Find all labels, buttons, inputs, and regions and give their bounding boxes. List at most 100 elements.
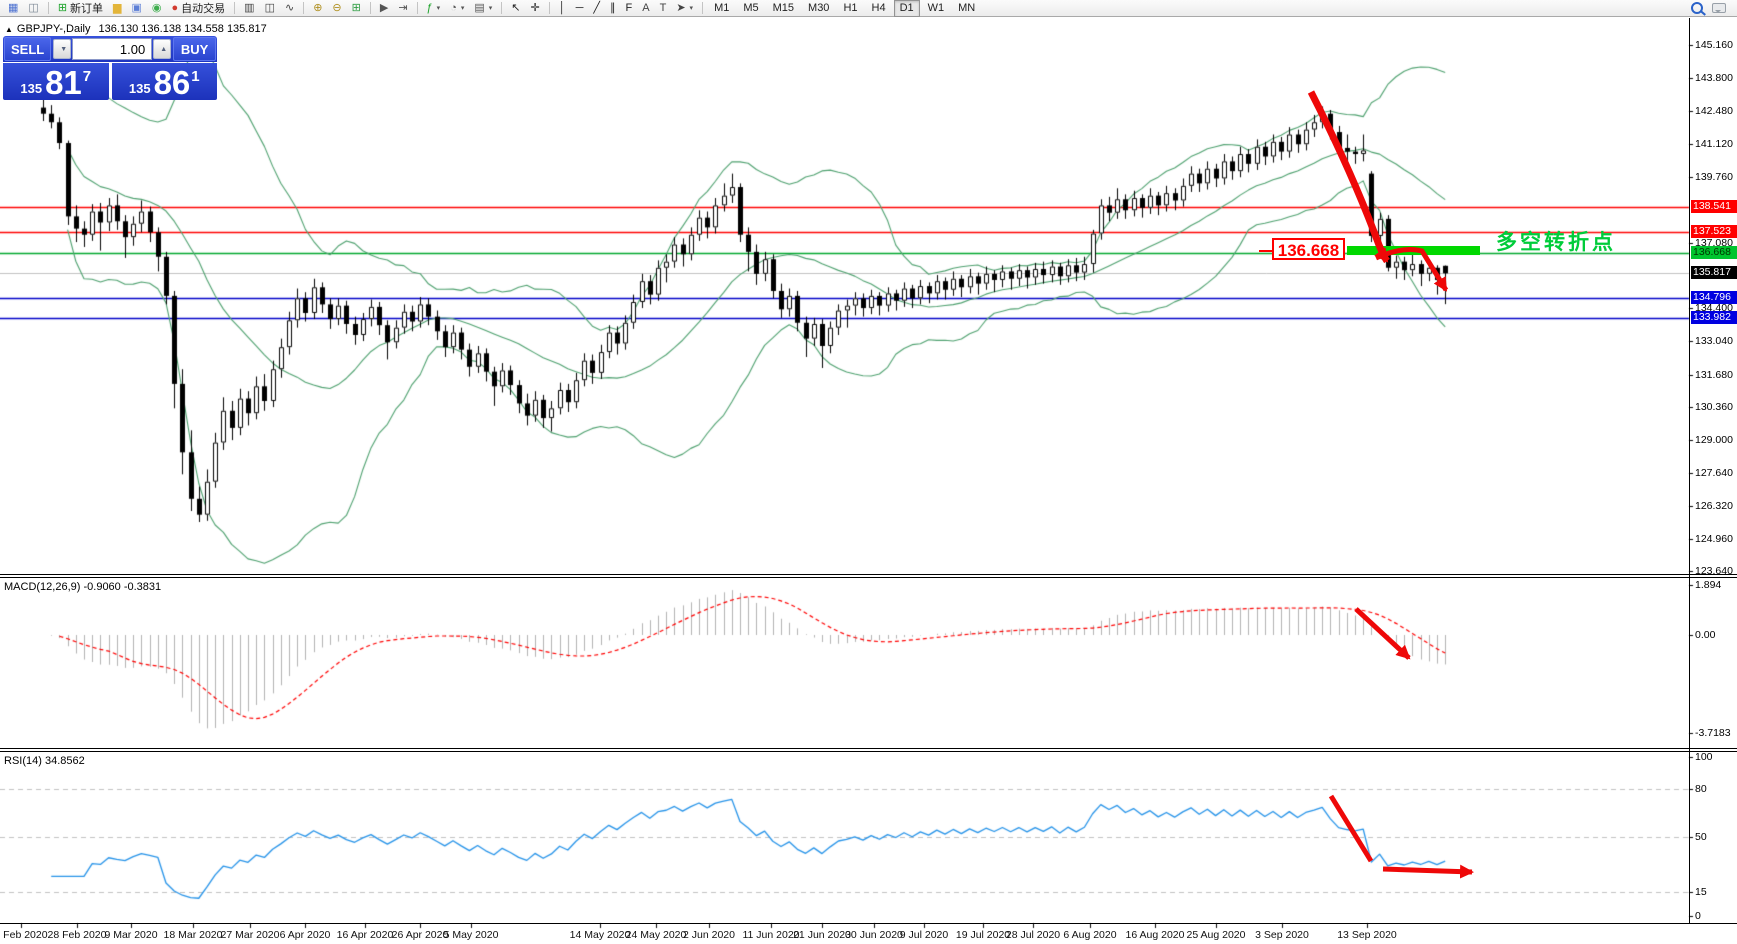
chart-profiles-icon[interactable]: ◫	[24, 0, 42, 17]
date-axis-label: 11 Jun 2020	[742, 929, 800, 941]
horizontal-line-icon[interactable]: ─	[572, 0, 588, 17]
date-axis-label: 2 Jun 2020	[683, 929, 735, 941]
gold-history-icon[interactable]: ▆	[109, 0, 125, 17]
search-icon[interactable]	[1691, 2, 1703, 14]
timeframe-button-d1[interactable]: D1	[893, 0, 920, 17]
cursor-icon[interactable]: ↖	[507, 0, 524, 17]
timeframe-button-m30[interactable]: M30	[808, 2, 830, 14]
new-order-icon: ⊞	[57, 1, 68, 14]
new-chart-icon[interactable]: ▦	[4, 0, 22, 17]
date-axis-label: 9 Jul 2020	[899, 929, 949, 941]
price-tick-label: 126.320	[1695, 499, 1733, 512]
timeframe-button-h1[interactable]: H1	[843, 2, 858, 14]
timeframe-button-m15[interactable]: M15	[772, 2, 795, 14]
chart-shift-icon[interactable]: ⇥	[394, 0, 411, 17]
add-indicator-button[interactable]: ƒ ▾	[423, 0, 445, 17]
fibonacci-icon[interactable]: F	[622, 0, 637, 17]
rsi-tick-label: 50	[1695, 830, 1707, 843]
text-icon[interactable]: A	[638, 0, 653, 17]
pane-separator[interactable]	[0, 751, 1737, 752]
volume-decrease-button[interactable]: ▼	[53, 39, 72, 59]
tile-windows-icon[interactable]: ⊞	[348, 0, 365, 17]
date-axis-label: 6 Aug 2020	[1063, 929, 1117, 941]
buy-price-pips: 86	[153, 63, 191, 101]
volume-increase-button[interactable]: ▲	[153, 39, 172, 59]
pane-separator[interactable]	[0, 577, 1737, 578]
vertical-line-icon[interactable]: │	[555, 0, 570, 17]
date-axis-label: 24 May 2020	[625, 929, 687, 941]
price-tick-label: 143.800	[1695, 72, 1733, 85]
line-chart-mode-icon: ∿	[284, 1, 295, 14]
date-axis-label: 19 Jul 2020	[955, 929, 1011, 941]
bar-chart-mode-icon[interactable]: ▥	[240, 0, 258, 17]
zoom-in-icon[interactable]: ⊕	[309, 0, 326, 17]
turning-point-bar[interactable]	[1347, 246, 1480, 255]
auto-scroll-icon: ▶	[379, 1, 389, 14]
chart-shift-icon: ⇥	[398, 1, 408, 14]
price-tick-label: 130.360	[1695, 400, 1733, 413]
fibonacci-icon: F	[625, 1, 633, 14]
timeframe-button-w1[interactable]: W1	[927, 2, 945, 14]
arrows-objects-button[interactable]: ➤ ▾	[672, 0, 697, 17]
buy-price[interactable]: 135 86 1	[111, 63, 217, 101]
sell-button[interactable]: SELL	[4, 37, 52, 61]
turning-point-label[interactable]: 多空转折点	[1496, 231, 1616, 254]
buy-button[interactable]: BUY	[173, 37, 216, 61]
new-order-button[interactable]: ⊞ 新订单	[54, 0, 107, 17]
toolbar-button-label: 自动交易	[181, 3, 226, 15]
macd-label: MACD(12,26,9)	[4, 581, 81, 593]
chevron-down-icon: ▾	[689, 5, 694, 12]
date-axis-label: 3 Sep 2020	[1255, 929, 1309, 941]
zoom-out-icon[interactable]: ⊖	[328, 0, 345, 17]
text-label-icon[interactable]: T	[656, 0, 671, 17]
price-tick-label: 133.040	[1695, 335, 1733, 348]
chevron-down-icon: ▾	[488, 5, 493, 12]
trendline-icon[interactable]: ╱	[589, 0, 604, 17]
buy-price-big-figure: 135	[128, 80, 151, 96]
price-tick-label: 124.960	[1695, 532, 1733, 545]
zoom-in-icon: ⊕	[313, 1, 323, 14]
signals-icon: ◉	[151, 1, 162, 14]
quote-panel-collapse-icon[interactable]: ▲	[5, 25, 13, 34]
volume-input[interactable]	[72, 38, 153, 60]
chevron-down-icon: ▾	[436, 5, 441, 12]
candlestick-mode-icon[interactable]: ◫	[261, 0, 279, 17]
time-axis-line	[0, 923, 1737, 924]
date-axis-label: 28 Feb 2020	[47, 929, 107, 941]
price-annotation-box[interactable]: 136.668	[1272, 238, 1345, 260]
date-axis-label: 27 Mar 2020	[220, 929, 280, 941]
toolbar: ▦ ◫ ⊞ 新订单 ▆ ▣ ◉ ● 自动交易 ▥ ◫ ∿ ⊕ ⊖ ⊞ ▶ ⇥ ƒ ▾ ◔ ▾ ▤ ▾ ↖ ✛ │ ─ ╱ ∥ F A T ➤ ▾ …	[0, 0, 1737, 17]
text-label-icon: T	[659, 1, 667, 14]
price-axis-line	[1689, 18, 1690, 923]
crosshair-icon[interactable]: ✛	[527, 0, 544, 17]
timeframe-button-m1[interactable]: M1	[714, 2, 730, 14]
pane-separator[interactable]	[0, 748, 1737, 749]
timeframe-button-mn[interactable]: MN	[958, 2, 976, 14]
date-axis-label: 30 Jun 2020	[845, 929, 903, 941]
signals-icon[interactable]: ◉	[148, 0, 166, 17]
chart-profiles-icon: ◫	[28, 1, 39, 14]
toolbar-separator	[501, 2, 503, 14]
sell-price[interactable]: 135 81 7	[3, 63, 109, 100]
auto-scroll-icon[interactable]: ▶	[376, 0, 392, 17]
date-axis-label: 16 Aug 2020	[1125, 929, 1185, 941]
rsi-tick-label: 80	[1695, 783, 1707, 796]
new-chart-icon: ▦	[8, 1, 19, 14]
date-axis-label: 5 May 2020	[443, 929, 499, 941]
chat-icon[interactable]	[1712, 3, 1726, 13]
auto-trading-button[interactable]: ● 自动交易	[168, 0, 230, 17]
macd-tick-label: 0.00	[1695, 629, 1716, 641]
pane-separator[interactable]	[0, 574, 1737, 575]
timeframe-button-m5[interactable]: M5	[743, 2, 759, 14]
price-level-badge: 135.817	[1691, 266, 1737, 280]
toolbar-items: ▦ ◫ ⊞ 新订单 ▆ ▣ ◉ ● 自动交易 ▥ ◫ ∿ ⊕ ⊖ ⊞ ▶ ⇥ ƒ ▾ ◔ ▾ ▤ ▾ ↖ ✛ │ ─ ╱ ∥ F A T ➤ ▾	[3, 0, 707, 17]
line-chart-mode-icon[interactable]: ∿	[281, 0, 298, 17]
equidistant-channel-icon[interactable]: ∥	[606, 0, 620, 17]
periods-button[interactable]: ◔ ▾	[446, 0, 468, 17]
expert-advisors-icon[interactable]: ▣	[128, 0, 146, 17]
timeframe-button-h4[interactable]: H4	[871, 2, 886, 14]
templates-button[interactable]: ▤ ▾	[470, 0, 496, 17]
